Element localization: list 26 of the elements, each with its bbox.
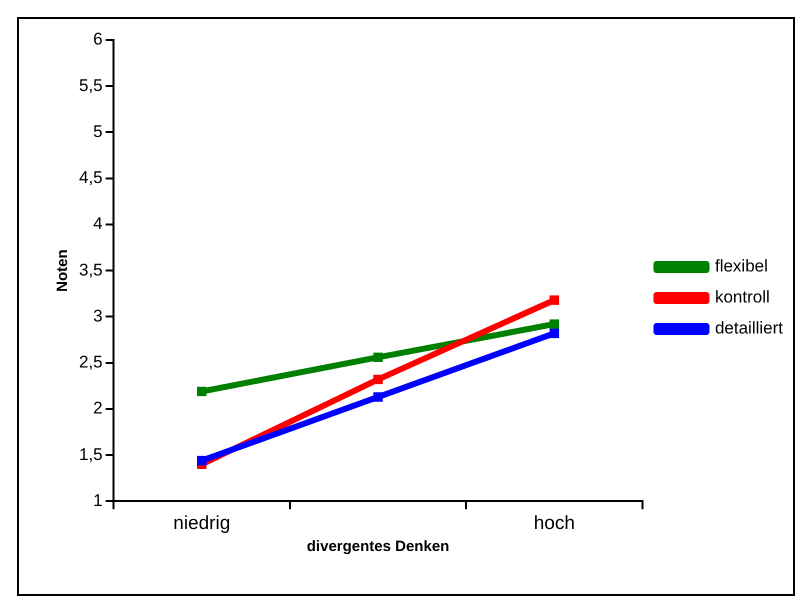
point (550, 295, 560, 305)
legend-label: kontroll (714, 288, 770, 307)
point (373, 392, 383, 402)
y-tick-label: 1,5 (78, 444, 103, 464)
y-tick-label: 2,5 (78, 352, 103, 372)
x-axis-title: divergentes Denken (306, 538, 450, 556)
point (550, 319, 560, 329)
y-tick-label: 1 (93, 490, 103, 510)
y-axis-title: Noten (54, 249, 72, 292)
point (197, 456, 207, 466)
point (373, 352, 383, 362)
legend-label: flexibel (714, 256, 768, 276)
x-tick-label: hoch (534, 512, 575, 534)
point (373, 374, 383, 384)
y-tick-label: 6 (93, 30, 103, 49)
y-tick-label: 3 (93, 306, 103, 326)
y-tick-label: 3,5 (78, 260, 103, 280)
y-tick-label: 5 (93, 122, 103, 141)
point (197, 386, 207, 396)
y-tick-label: 5,5 (78, 76, 103, 95)
x-tick-label: niedrig (173, 512, 230, 534)
y-tick-label: 4,5 (78, 168, 103, 188)
y-tick-label: 4 (93, 214, 103, 234)
y-tick-label: 2 (93, 398, 103, 418)
point (550, 328, 560, 338)
legend-label: detailliert (714, 318, 784, 338)
